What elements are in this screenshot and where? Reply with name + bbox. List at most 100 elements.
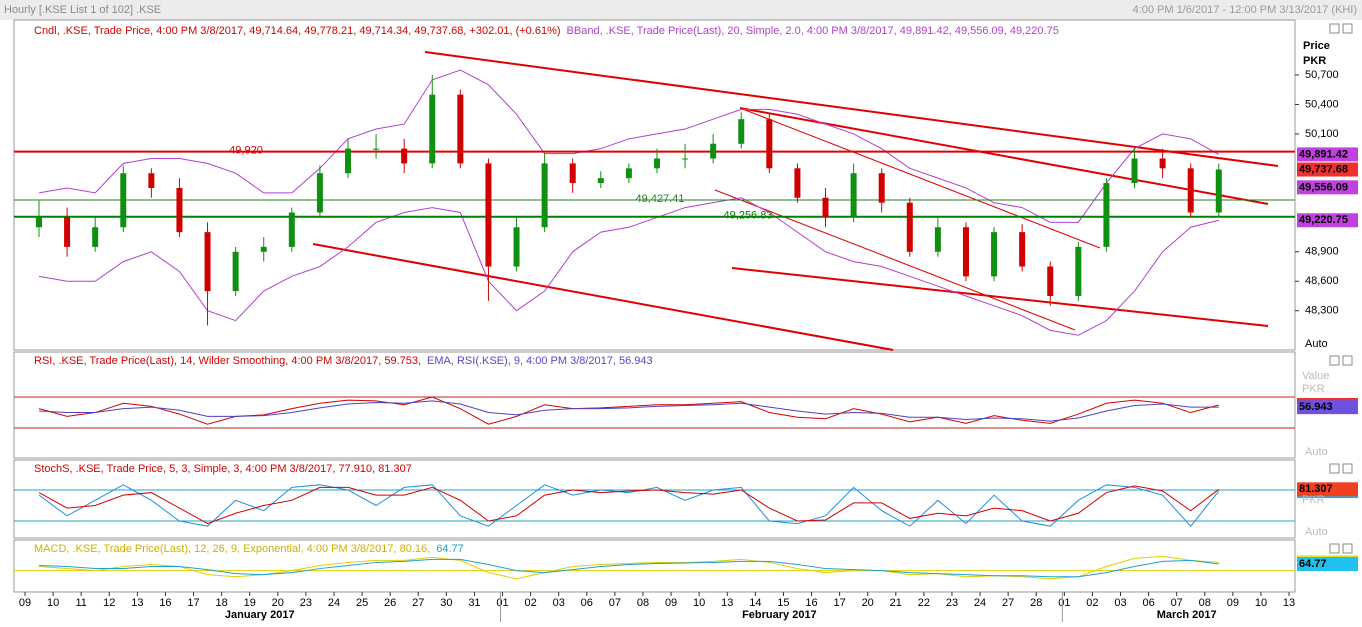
x-tick-label: 13: [131, 597, 143, 609]
legend-text: 64.77: [436, 543, 464, 555]
value-label: 64.77: [1299, 558, 1327, 570]
candle-body: [906, 202, 913, 252]
range-text: 4:00 PM 1/6/2017 - 12:00 PM 3/13/2017 (K…: [1133, 4, 1357, 16]
value-label: 49,556.09: [1299, 181, 1348, 193]
value-label: 49,220.75: [1299, 214, 1348, 226]
value-label: 49,891.42: [1299, 148, 1348, 160]
x-tick-label: 02: [1086, 597, 1098, 609]
candle-body: [373, 148, 380, 150]
candle-body: [288, 212, 295, 247]
x-tick-label: 20: [862, 597, 874, 609]
x-tick-label: 23: [300, 597, 312, 609]
level-label: 49,427.41: [636, 193, 685, 205]
x-tick-label: 09: [19, 597, 31, 609]
candle-body: [1019, 232, 1026, 267]
candle-body: [653, 158, 660, 169]
x-tick-label: 13: [1283, 597, 1295, 609]
axis-label: Price: [1303, 40, 1330, 52]
candle-body: [822, 197, 829, 218]
x-tick-label: 01: [496, 597, 508, 609]
x-tick-label: 14: [749, 597, 761, 609]
legend-text: Cndl, .KSE, Trade Price, 4:00 PM 3/8/201…: [34, 25, 561, 37]
x-tick-label: 11: [75, 597, 86, 609]
x-tick-label: 16: [805, 597, 817, 609]
x-tick-label: 10: [1255, 597, 1267, 609]
candle-body: [541, 163, 548, 228]
candle-body: [64, 217, 71, 247]
y-tick-label: 48,300: [1305, 305, 1339, 317]
axis-label: PKR: [1302, 383, 1325, 395]
x-tick-label: 19: [244, 597, 256, 609]
legend-text: StochS, .KSE, Trade Price, 5, 3, Simple,…: [34, 463, 412, 475]
candle-body: [92, 227, 99, 247]
auto-label: Auto: [1305, 446, 1328, 458]
y-tick-label: 48,900: [1305, 246, 1339, 258]
trend-lines: [312, 51, 1279, 351]
candle-body: [457, 94, 464, 164]
value-label-box: [1297, 180, 1358, 195]
x-tick-label: 20: [272, 597, 284, 609]
legend-text: RSI, .KSE, Trade Price(Last), 14, Wilder…: [34, 355, 421, 367]
y-tick-label: 48,600: [1305, 275, 1339, 287]
x-tick-label: 06: [1142, 597, 1154, 609]
level-label: 49,920: [229, 145, 263, 157]
legend-text: BBand, .KSE, Trade Price(Last), 20, Simp…: [567, 25, 1059, 37]
candle-body: [738, 119, 745, 144]
candle-body: [260, 246, 267, 252]
x-tick-label: 26: [384, 597, 396, 609]
value-label-box: [1297, 213, 1358, 228]
candle-body: [429, 94, 436, 164]
candle-body: [120, 173, 127, 228]
candle-body: [1131, 158, 1138, 184]
auto-label: Auto: [1305, 526, 1328, 538]
series-line: [38, 400, 1219, 422]
candle-body: [513, 227, 520, 267]
x-tick-label: 08: [1199, 597, 1211, 609]
x-tick-label: 31: [468, 597, 480, 609]
month-label: February 2017: [742, 609, 817, 621]
panel-icons[interactable]: [1329, 23, 1353, 554]
x-tick-label: 07: [609, 597, 621, 609]
x-tick-label: 24: [328, 597, 340, 609]
candle-body: [934, 227, 941, 252]
candle-body: [1075, 246, 1082, 296]
x-tick-label: 02: [524, 597, 536, 609]
value-label-box: [1297, 147, 1358, 162]
x-tick-label: 03: [553, 597, 565, 609]
x-tick-label: 22: [918, 597, 930, 609]
x-tick-label: 23: [946, 597, 958, 609]
level-label: 49,256.83: [724, 210, 773, 222]
value-label: 81.307: [1299, 483, 1333, 495]
axis-label: PKR: [1302, 494, 1325, 506]
x-tick-label: 27: [1002, 597, 1014, 609]
candle-body: [569, 163, 576, 184]
y-tick-label: 50,400: [1305, 98, 1339, 110]
x-tick-label: 01: [1058, 597, 1070, 609]
candle-body: [148, 173, 155, 188]
candle-body: [485, 163, 492, 267]
candle-body: [401, 148, 408, 164]
series-line: [38, 555, 1219, 580]
candle-body: [204, 232, 211, 292]
candle-body: [682, 158, 689, 160]
x-tick-label: 09: [1227, 597, 1239, 609]
panel-borders: [13, 19, 1296, 593]
candle-body: [597, 178, 604, 184]
candle-body: [991, 232, 998, 277]
candle-body: [1215, 169, 1222, 213]
series-line: [38, 69, 1220, 223]
candle-body: [1103, 183, 1110, 247]
candle-body: [316, 173, 323, 213]
x-tick-label: 10: [47, 597, 59, 609]
x-tick-label: 16: [159, 597, 171, 609]
value-label-box: [1297, 482, 1358, 497]
candle-body: [962, 227, 969, 277]
header-bar: [0, 0, 1362, 20]
x-tick-label: 09: [665, 597, 677, 609]
value-label-box: [1297, 556, 1358, 571]
month-label: March 2017: [1157, 609, 1217, 621]
x-tick-label: 13: [721, 597, 733, 609]
candle-body: [794, 168, 801, 198]
x-tick-label: 17: [833, 597, 845, 609]
